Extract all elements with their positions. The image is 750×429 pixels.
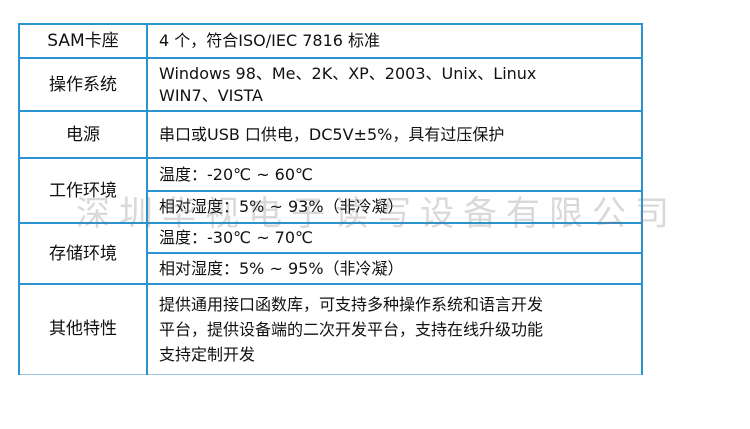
table-row: SAM卡座 4 个，符合ISO/IEC 7816 标准 [18,23,643,59]
row-label: 存储环境 [18,222,148,285]
row-value: 相对湿度：5% ~ 93%（非冷凝） [146,190,643,224]
row-label: 电源 [18,110,148,159]
table-row: 相对湿度：5% ~ 93%（非冷凝） [19,190,643,224]
row-value: 4 个，符合ISO/IEC 7816 标准 [146,23,643,59]
table-row: 存储环境 温度：-30℃ ~ 70℃ [18,222,643,285]
table-row: 相对湿度：5% ~ 95%（非冷凝） [19,252,643,285]
row-value: 温度：-20℃ ~ 60℃ [146,157,643,192]
row-value: 温度：-30℃ ~ 70℃ [146,222,643,254]
row-label: 其他特性 [18,283,148,375]
row-value: Windows 98、Me、2K、XP、2003、Unix、Linux WIN7、… [146,57,643,112]
row-value: 相对湿度：5% ~ 95%（非冷凝） [146,252,643,285]
table-row: 电源 串口或USB 口供电，DC5V±5%，具有过压保护 [18,110,643,159]
value-line: 平台，提供设备端的二次开发平台，支持在线升级功能 [159,319,544,339]
value-line: 提供通用接口函数库，可支持多种操作系统和语言开发 [159,294,544,314]
row-value: 串口或USB 口供电，DC5V±5%，具有过压保护 [146,110,643,159]
table-row: 操作系统 Windows 98、Me、2K、XP、2003、Unix、Linux… [18,57,643,112]
row-label: SAM卡座 [18,23,148,59]
value-line: WIN7、VISTA [159,85,263,105]
value-line: 支持定制开发 [159,344,256,364]
row-label: 工作环境 [18,157,148,224]
table-row: 工作环境 温度：-20℃ ~ 60℃ [18,157,643,224]
spec-table: SAM卡座 4 个，符合ISO/IEC 7816 标准 操作系统 Windows… [18,23,643,375]
table-row: 其他特性 提供通用接口函数库，可支持多种操作系统和语言开发 平台，提供设备端的二次… [18,283,643,375]
row-value: 提供通用接口函数库，可支持多种操作系统和语言开发 平台，提供设备端的二次开发平台，… [146,283,643,375]
row-label: 操作系统 [18,57,148,112]
value-line: Windows 98、Me、2K、XP、2003、Unix、Linux [159,63,537,83]
